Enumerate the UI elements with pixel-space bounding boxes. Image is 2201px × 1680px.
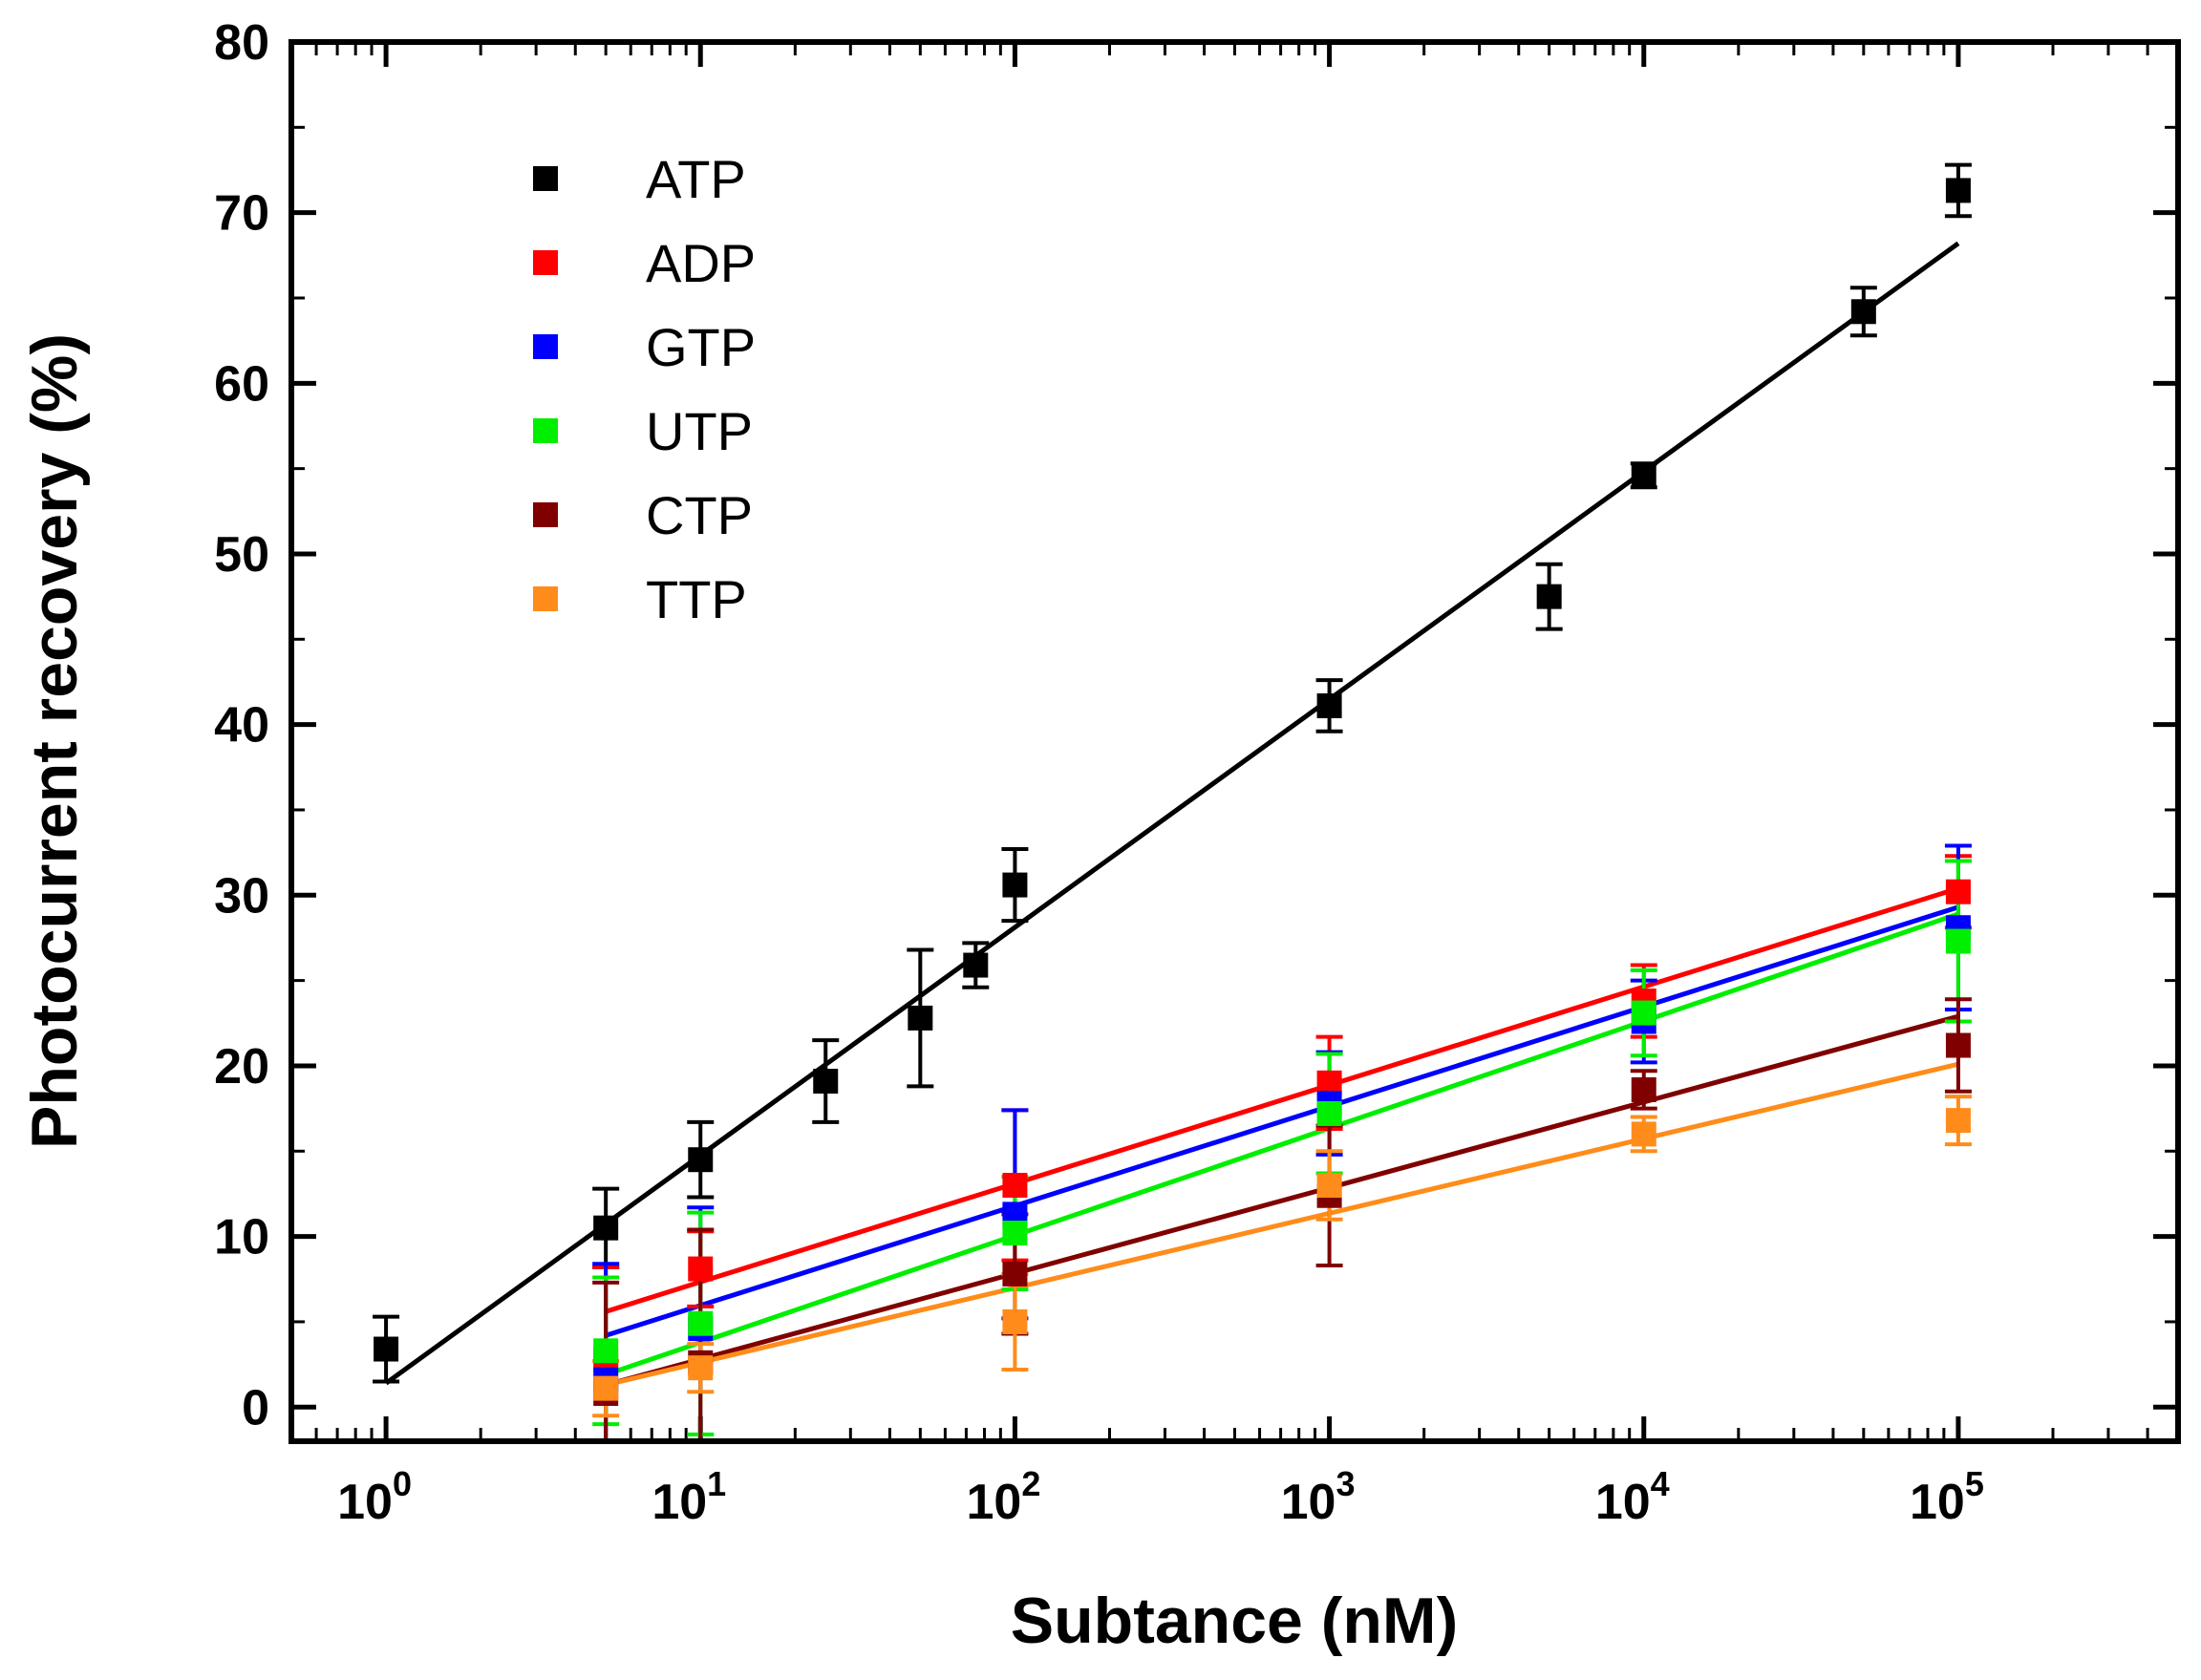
data-point-ttp xyxy=(1316,1173,1342,1199)
data-point-atp xyxy=(813,1069,839,1095)
y-tick-label: 50 xyxy=(214,527,269,583)
y-tick-label: 30 xyxy=(214,868,269,924)
data-point-atp xyxy=(593,1215,619,1241)
legend-label: TTP xyxy=(646,569,747,629)
x-axis-title: Subtance (nM) xyxy=(1011,1584,1458,1657)
data-point-adp xyxy=(1002,1173,1028,1199)
y-tick-labels: 0 10 20 30 40 50 60 70 80 xyxy=(214,15,269,1435)
y-axis-title: Photocurrent recovery (%) xyxy=(18,333,91,1149)
y-tick-label: 80 xyxy=(214,15,269,71)
legend-label: CTP xyxy=(646,485,753,545)
x-tick-base: 10 xyxy=(652,1475,707,1530)
x-tick-label: 105 xyxy=(1910,1464,1984,1530)
data-point-atp xyxy=(688,1147,714,1173)
data-point-utp xyxy=(593,1338,619,1364)
legend-item-utp: UTP xyxy=(533,401,753,461)
legend-label: ADP xyxy=(646,233,756,293)
data-points xyxy=(374,178,1971,1406)
x-tick-exponent: 5 xyxy=(1965,1464,1984,1503)
y-tick-label: 0 xyxy=(242,1380,269,1435)
y-tick-label: 40 xyxy=(214,698,269,754)
legend-item-ttp: TTP xyxy=(533,569,747,629)
x-tick-base: 10 xyxy=(1910,1475,1965,1530)
data-point-atp xyxy=(908,1005,933,1031)
fit-lines xyxy=(384,241,1960,1388)
data-point-utp xyxy=(688,1310,714,1336)
x-tick-exponent: 1 xyxy=(707,1464,726,1503)
data-point-atp xyxy=(1002,872,1028,898)
legend-label: ATP xyxy=(646,149,746,209)
legend-marker xyxy=(533,166,558,191)
x-tick-exponent: 4 xyxy=(1651,1464,1670,1503)
y-tick-label: 60 xyxy=(214,356,269,412)
legend-marker xyxy=(533,502,558,527)
fit-line-ttp xyxy=(605,1061,1959,1388)
fit-line-atp xyxy=(384,241,1960,1386)
data-point-atp xyxy=(963,952,989,978)
data-point-atp xyxy=(1945,178,1971,203)
data-point-adp xyxy=(1945,879,1971,904)
data-point-utp xyxy=(1002,1221,1028,1246)
legend-label: GTP xyxy=(646,317,756,377)
fit-line-gtp xyxy=(605,904,1959,1338)
data-point-ctp xyxy=(1945,1032,1971,1058)
y-tick-label: 70 xyxy=(214,186,269,242)
data-point-ttp xyxy=(688,1355,714,1381)
data-point-ttp xyxy=(593,1375,619,1401)
legend-item-ctp: CTP xyxy=(533,485,753,545)
legend-marker xyxy=(533,250,558,275)
x-tick-base: 10 xyxy=(337,1475,393,1530)
x-tick-base: 10 xyxy=(1281,1475,1336,1530)
axis-ticks xyxy=(289,39,2180,1441)
fit-line-ctp xyxy=(605,1013,1959,1388)
fit-line-adp xyxy=(605,885,1959,1314)
data-point-adp xyxy=(688,1256,714,1282)
data-point-atp xyxy=(1536,584,1562,609)
legend-item-gtp: GTP xyxy=(533,317,756,377)
y-tick-label: 10 xyxy=(214,1210,269,1265)
x-tick-label: 102 xyxy=(966,1464,1040,1530)
x-tick-exponent: 2 xyxy=(1021,1464,1040,1503)
y-tick-label: 20 xyxy=(214,1039,269,1095)
legend-marker xyxy=(533,334,558,359)
data-point-utp xyxy=(1945,928,1971,954)
data-point-atp xyxy=(374,1336,399,1362)
x-tick-label: 100 xyxy=(337,1464,412,1530)
data-point-atp xyxy=(1316,692,1342,718)
legend-item-adp: ADP xyxy=(533,233,756,293)
x-tick-base: 10 xyxy=(1595,1475,1651,1530)
fit-line-utp xyxy=(605,911,1959,1377)
legend-item-atp: ATP xyxy=(533,149,746,209)
data-point-utp xyxy=(1316,1100,1342,1126)
x-tick-labels: 100 101 102 103 104 105 xyxy=(337,1464,1984,1530)
data-point-atp xyxy=(1631,462,1656,488)
legend: ATP ADP GTP UTP CTP TTP xyxy=(533,149,756,629)
x-tick-label: 104 xyxy=(1595,1464,1670,1530)
data-point-ttp xyxy=(1945,1108,1971,1134)
legend-marker xyxy=(533,418,558,443)
x-tick-base: 10 xyxy=(966,1475,1021,1530)
legend-marker xyxy=(533,586,558,611)
x-tick-exponent: 0 xyxy=(393,1464,412,1503)
data-point-atp xyxy=(1850,299,1876,325)
data-point-ctp xyxy=(1631,1076,1656,1102)
x-tick-label: 101 xyxy=(652,1464,726,1530)
x-tick-label: 103 xyxy=(1281,1464,1356,1530)
x-tick-exponent: 3 xyxy=(1336,1464,1355,1503)
data-point-utp xyxy=(1631,1000,1656,1026)
plot-frame xyxy=(288,39,2181,1444)
data-point-ttp xyxy=(1002,1308,1028,1334)
legend-label: UTP xyxy=(646,401,753,461)
data-point-ttp xyxy=(1631,1121,1656,1147)
data-point-ctp xyxy=(1002,1261,1028,1287)
